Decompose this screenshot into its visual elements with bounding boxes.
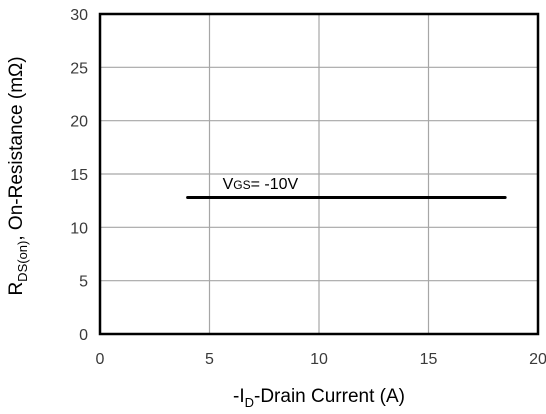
y-axis-title-subscript: DS(on) xyxy=(15,241,30,282)
y-tick-label: 0 xyxy=(79,327,88,344)
x-axis-title-prefix: -I xyxy=(233,386,245,407)
y-tick-label: 25 xyxy=(70,60,88,77)
y-axis-title-prefix: R xyxy=(6,282,27,296)
y-tick-label: 30 xyxy=(70,7,88,24)
x-tick-label: 15 xyxy=(420,351,438,368)
y-tick-label: 20 xyxy=(70,114,88,131)
y-tick-label: 15 xyxy=(70,167,88,184)
vgs-annotation: VGS= -10V xyxy=(223,176,299,193)
x-axis-title-subscript: D xyxy=(245,395,254,410)
vgs-annotation-prefix: V xyxy=(223,176,234,193)
vgs-annotation-suffix: = -10V xyxy=(251,176,299,193)
x-axis-title-suffix: -Drain Current (A) xyxy=(254,386,405,407)
y-tick-label: 5 xyxy=(79,274,88,291)
x-tick-label: 5 xyxy=(205,351,214,368)
y-axis-title: RDS(on), On-Resistance (mΩ) xyxy=(6,56,30,295)
y-axis-title-suffix: , On-Resistance (mΩ) xyxy=(6,56,27,240)
x-tick-labels: 0 5 10 15 20 xyxy=(96,351,546,368)
plot-frame xyxy=(98,12,540,336)
x-axis-title: -ID-Drain Current (A) xyxy=(233,386,405,410)
x-tick-label: 0 xyxy=(96,351,105,368)
grid-layer xyxy=(100,14,538,334)
x-tick-label: 20 xyxy=(529,351,546,368)
y-tick-label: 10 xyxy=(70,220,88,237)
vgs-annotation-subscript: GS xyxy=(233,178,250,192)
annotation-layer: VGS= -10V xyxy=(223,176,299,193)
x-tick-label: 10 xyxy=(310,351,328,368)
y-tick-labels: 0 5 10 15 20 25 30 xyxy=(70,7,88,344)
